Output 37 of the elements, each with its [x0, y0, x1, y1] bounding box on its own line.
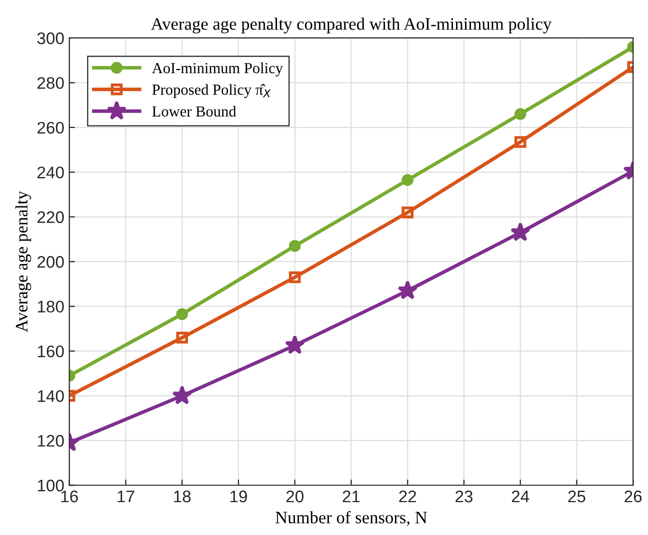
point: [176, 332, 188, 344]
x-tick-label: 20: [286, 490, 304, 502]
point: [402, 174, 414, 186]
y-tick-label: 180: [38, 300, 64, 313]
y-tick-label: 260: [38, 122, 64, 134]
point: [284, 335, 305, 354]
y-tick-label: 140: [38, 390, 64, 402]
y-tick-label: 240: [38, 166, 64, 178]
legend-label: Proposed Policy π̂$_{X}$: [152, 84, 271, 98]
y-tick-label: 280: [38, 77, 64, 89]
point: [288, 271, 301, 284]
x-tick-label: 26: [624, 490, 642, 502]
x-tick-label: 21: [342, 490, 360, 502]
chart-title: Average age penalty compared with AoI-minimum policy: [150, 18, 552, 34]
x-tick-label: 25: [568, 490, 586, 502]
x-tick-label: 19: [230, 490, 247, 502]
point: [398, 280, 418, 300]
y-tick-label: 160: [38, 345, 64, 358]
y-tick-label: 120: [38, 434, 64, 447]
legend-label: AoI-minimum Policy: [152, 62, 283, 76]
y-tick-label: 300: [37, 32, 64, 44]
y-tick-label: 200: [38, 256, 64, 268]
x-tick-label: 24: [512, 490, 530, 502]
x-axis-title: Number of sensors, N: [276, 511, 427, 526]
x-tick-label: 18: [174, 490, 191, 502]
x-tick-label: 17: [118, 490, 134, 502]
x-tick-label: 22: [399, 490, 416, 502]
x-tick-label: 23: [456, 490, 473, 502]
legend-label: Lower Bound: [152, 106, 236, 117]
y-tick-label: 220: [38, 211, 64, 224]
point: [402, 206, 414, 218]
y-axis-title: Average age penalty: [15, 190, 32, 332]
point: [172, 385, 192, 404]
point: [176, 308, 188, 320]
point: [288, 240, 301, 252]
y-tick-label: 100: [38, 480, 64, 492]
x-tick-label: 16: [61, 490, 78, 502]
